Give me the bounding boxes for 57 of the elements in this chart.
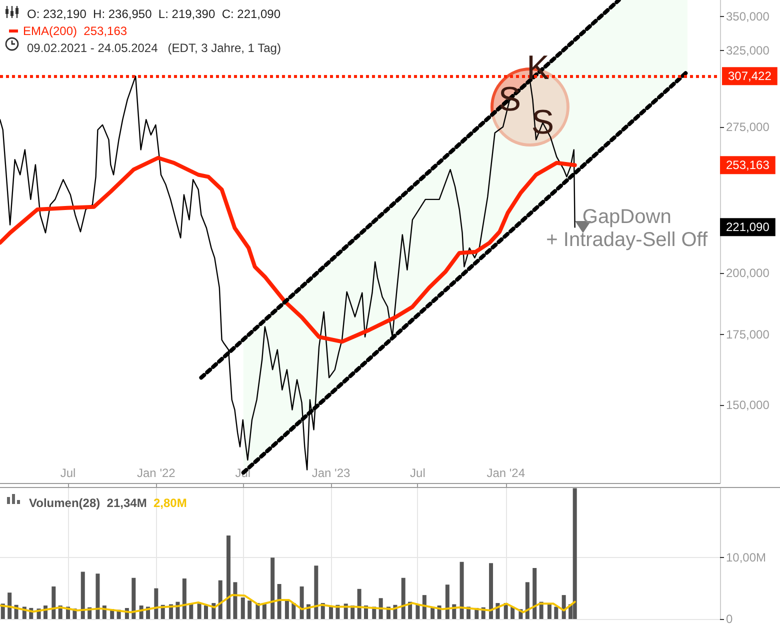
bar [525,582,530,619]
y-tick-label: 10,00M [726,550,766,565]
x-tick-label: Jan '24 [486,466,526,480]
line-series [0,594,576,614]
bar [445,584,450,619]
bar [314,566,318,619]
y-tick-label: 275,000 [726,120,770,134]
y-tick-label: 325,000 [726,44,770,58]
x-tick-label: Jul [410,466,426,480]
bar [460,562,464,619]
bar [182,578,186,619]
bar [292,603,296,619]
bar [547,604,552,619]
bar [154,588,158,619]
bar [277,584,282,619]
bar [416,604,420,619]
bar [96,574,100,619]
y-tick-label: 150,000 [726,398,770,412]
bar [226,536,231,619]
bar [300,586,304,619]
bar [357,588,362,619]
x-tick-label: Jan '22 [137,466,176,480]
annotation: 253,163 [84,24,128,38]
bar [197,604,202,619]
text: O: 232,190 H: 236,950 L: 219,390 C: 221,090 [27,7,281,21]
bar [422,595,426,619]
y-tick-label: 175,000 [726,327,770,342]
text: Volumen(28) 21,34M [29,496,147,510]
text: 253,163 [726,158,770,172]
ref-line-label: 307,422 [728,69,772,84]
annotation: GapDown + Intraday-Sell Off [546,206,708,252]
x-tick-label: Jul [60,466,76,480]
bar [532,568,537,619]
bar [284,600,289,619]
bar [401,578,406,619]
x-tick-label: Jan '23 [312,466,350,480]
bar [204,605,208,619]
y-tick-label: 0 [726,612,733,625]
text: 09.02.2021 - 24.05.2024 (EDT, 3 Jahre, 1 Tag) [27,41,281,55]
text: 221,090 [726,220,770,234]
bar [80,572,85,619]
bar [52,586,56,619]
bar [218,580,222,619]
text: 2,80M [153,496,187,510]
bar [572,488,577,619]
bar [240,598,245,619]
legend-label: EMA(200) [23,24,78,38]
bar [8,592,12,619]
y-tick-label: 350,000 [726,10,770,24]
bar [270,558,275,619]
bar [489,563,494,619]
bar [262,604,266,619]
bar [233,582,238,619]
bar [554,606,558,619]
bar [248,600,252,619]
bar [132,578,136,619]
y-tick-label: 200,000 [726,266,770,280]
